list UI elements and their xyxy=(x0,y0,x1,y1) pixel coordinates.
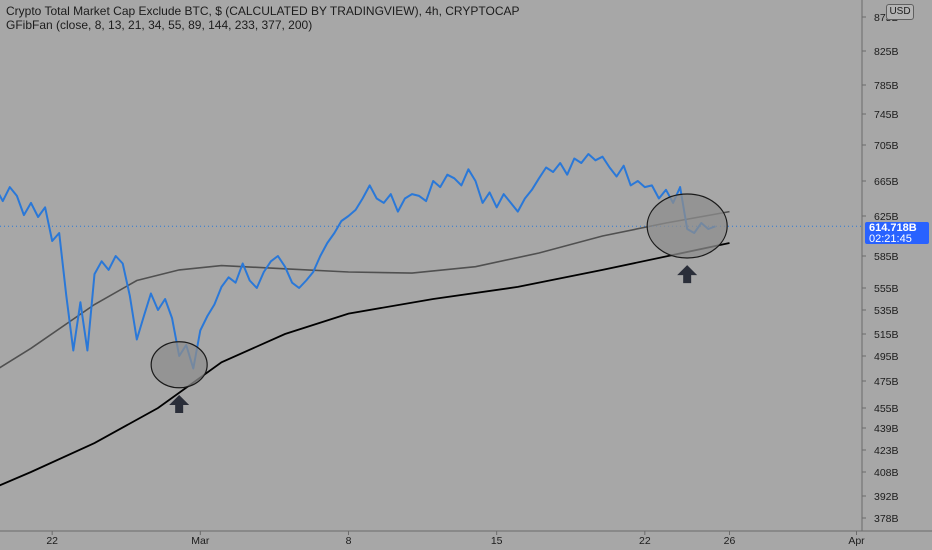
time-axis-label: 26 xyxy=(724,535,736,547)
time-axis-label: Apr xyxy=(848,535,865,547)
up-arrow-icon[interactable] xyxy=(169,394,190,413)
chart-legend-title: Crypto Total Market Cap Exclude BTC, $ (… xyxy=(6,4,520,18)
price-line xyxy=(0,153,716,370)
price-axis-label: 455B xyxy=(874,403,899,415)
price-axis-label: 495B xyxy=(874,351,899,363)
time-axis-label: 15 xyxy=(491,535,503,547)
price-axis-label: 439B xyxy=(874,423,899,435)
fib-fan-upper-line xyxy=(0,210,730,369)
price-axis-label: 665B xyxy=(874,176,899,188)
last-price-tag: 614.718B 02:21:45 xyxy=(865,222,929,245)
time-axis-label: 22 xyxy=(46,535,58,547)
price-axis-label: 535B xyxy=(874,305,899,317)
price-axis-label: 705B xyxy=(874,140,899,152)
fib-fan-lower-line xyxy=(0,242,730,487)
price-axis-label: 475B xyxy=(874,376,899,388)
price-axis-label: 423B xyxy=(874,445,899,457)
price-axis-label: 515B xyxy=(874,329,899,341)
time-axis-label: 22 xyxy=(639,535,651,547)
bar-countdown: 02:21:45 xyxy=(869,233,912,245)
price-axis-label: 378B xyxy=(874,513,899,525)
price-axis-label: 392B xyxy=(874,491,899,503)
price-axis-label: 625B xyxy=(874,211,899,223)
time-axis-label: 8 xyxy=(346,535,352,547)
up-arrow-icon[interactable] xyxy=(677,265,698,284)
indicator-legend[interactable]: GFibFan (close, 8, 13, 21, 34, 55, 89, 1… xyxy=(6,18,313,32)
price-axis-label: 745B xyxy=(874,109,899,121)
last-price-value: 614.718B xyxy=(869,222,917,234)
price-axis-label: 408B xyxy=(874,467,899,479)
highlight-circle[interactable] xyxy=(646,193,728,259)
highlight-circle[interactable] xyxy=(150,341,208,389)
currency-badge[interactable]: USD xyxy=(886,4,914,20)
price-axis-label: 585B xyxy=(874,251,899,263)
price-axis-label: 555B xyxy=(874,283,899,295)
price-axis-label: 825B xyxy=(874,46,899,58)
time-axis-label: Mar xyxy=(191,535,210,547)
price-axis-label: 785B xyxy=(874,80,899,92)
